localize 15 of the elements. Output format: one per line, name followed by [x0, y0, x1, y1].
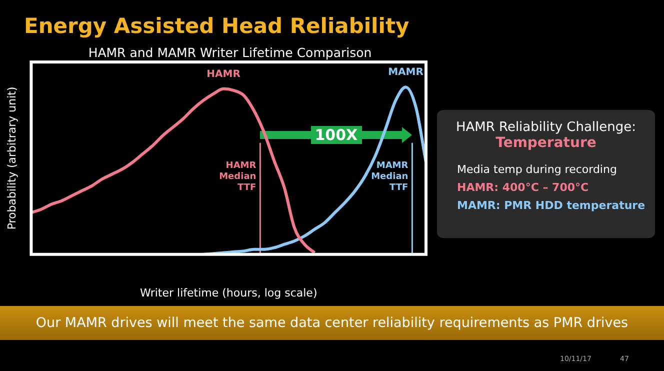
- series-label: MAMR: [388, 67, 424, 78]
- x-axis-title: Writer lifetime (hours, log scale): [140, 286, 318, 300]
- series-label: HAMR: [206, 68, 241, 80]
- annotation: HAMR Median TTF: [219, 160, 256, 193]
- text: Media temp during recording: [457, 163, 618, 176]
- y-axis-title: Probability (arbitrary unit): [5, 86, 18, 230]
- annotation: MAMR Median TTF: [371, 160, 408, 193]
- annotation: 100X: [310, 126, 362, 144]
- text: Our MAMR drives will meet the same data center reliability requirements as PMR drives: [0, 306, 664, 340]
- text: Temperature: [494, 135, 598, 151]
- text: MAMR: PMR HDD temperature: [457, 199, 646, 212]
- text: HAMR: 400°C – 700°C: [457, 181, 590, 194]
- text: HAMR Reliability Challenge:: [454, 120, 638, 135]
- chart-subtitle: HAMR and MAMR Writer Lifetime Comparison: [87, 45, 373, 60]
- chart-title: Energy Assisted Head Reliability: [24, 14, 410, 38]
